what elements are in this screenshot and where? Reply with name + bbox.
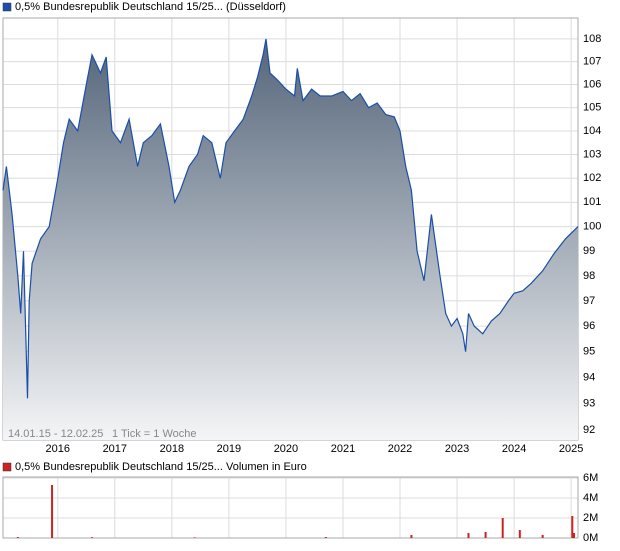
x-tick-label: 2018 (160, 443, 184, 455)
y-tick-label: 4M (583, 492, 598, 504)
annotation: 14.01.15 - 12.02.25 (8, 428, 103, 440)
y-tick-label: 100 (583, 220, 601, 232)
bar (467, 533, 470, 538)
y-tick-label: 93 (583, 397, 595, 409)
y-tick-label: 2M (583, 512, 598, 524)
y-tick-label: 102 (583, 172, 601, 184)
bar (324, 537, 327, 538)
x-tick-label: 2024 (502, 443, 526, 455)
area (3, 38, 578, 441)
bar (410, 535, 413, 538)
y-tick-label: 0M (583, 532, 598, 544)
x-tick-label: 2020 (274, 443, 298, 455)
y-tick-label: 105 (583, 102, 601, 114)
annotation: 1 Tick = 1 Woche (112, 428, 196, 440)
bar (571, 516, 574, 538)
y-tick-label: 103 (583, 148, 601, 160)
bar (541, 535, 544, 538)
y-tick-label: 94 (583, 371, 595, 383)
y-tick-label: 104 (583, 125, 601, 137)
y-tick-label: 6M (583, 472, 598, 484)
legend-swatch (2, 462, 12, 472)
bar (518, 530, 521, 538)
legend-swatch (2, 2, 12, 12)
bar (484, 532, 487, 538)
y-tick-label: 99 (583, 245, 595, 257)
y-tick-label: 97 (583, 295, 595, 307)
bar (573, 533, 576, 538)
line (2, 38, 579, 399)
y-tick-label: 96 (583, 320, 595, 332)
y-tick-label: 92 (583, 424, 595, 436)
x-tick-label: 2022 (388, 443, 412, 455)
x-tick-label: 2025 (559, 443, 583, 455)
bar (90, 537, 93, 538)
y-tick-label: 98 (583, 270, 595, 282)
legend-label: 0,5% Bundesrepublik Deutschland 15/25...… (15, 461, 307, 473)
y-tick-label: 106 (583, 78, 601, 90)
y-tick-label: 108 (583, 33, 601, 45)
y-tick-label: 107 (583, 55, 601, 67)
legend-label: 0,5% Bundesrepublik Deutschland 15/25...… (15, 1, 286, 13)
x-tick-label: 2017 (103, 443, 127, 455)
bar (501, 518, 504, 538)
plot-frame (2, 476, 579, 539)
bar (16, 537, 19, 538)
x-tick-label: 2019 (217, 443, 241, 455)
bar (51, 485, 54, 538)
x-tick-label: 2021 (331, 443, 355, 455)
y-tick-label: 101 (583, 196, 601, 208)
x-tick-label: 2023 (445, 443, 469, 455)
y-tick-label: 95 (583, 346, 595, 358)
x-tick-label: 2016 (46, 443, 70, 455)
bar (193, 537, 196, 538)
